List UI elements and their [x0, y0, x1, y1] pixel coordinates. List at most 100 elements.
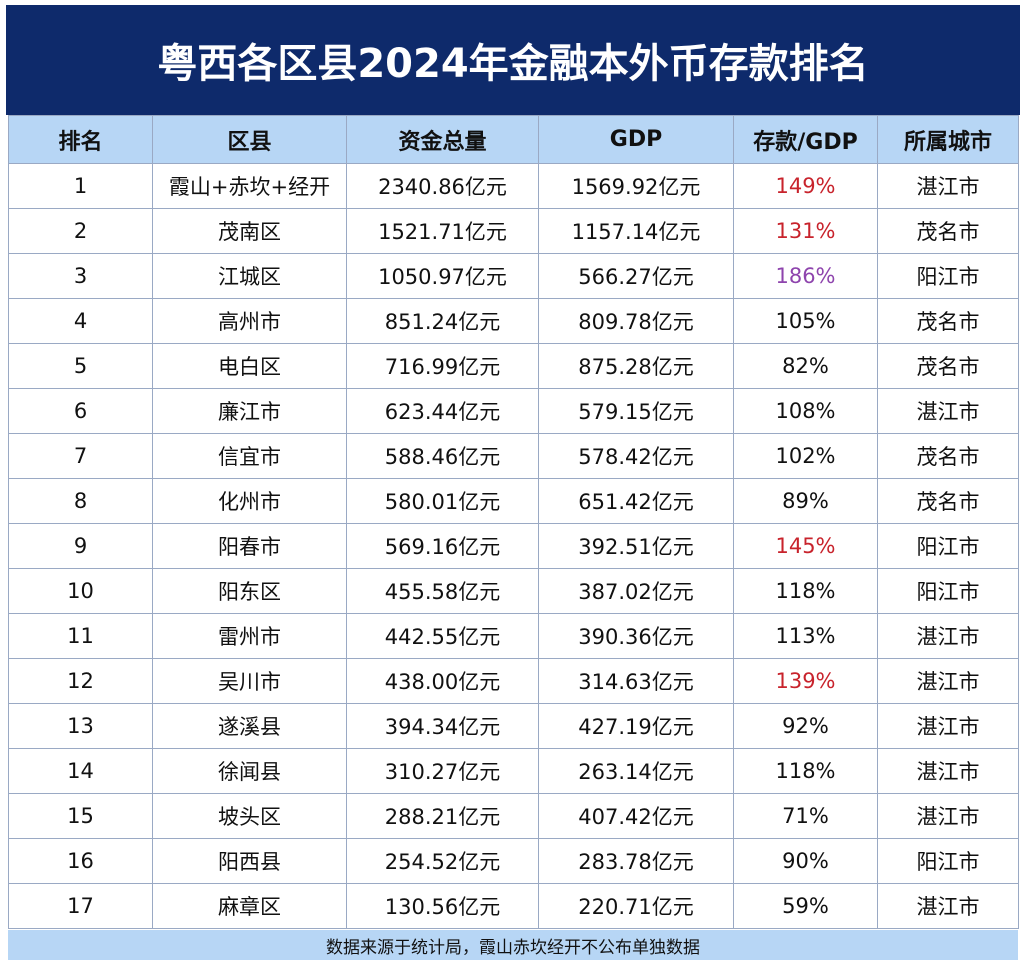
- table-cell: 90%: [733, 838, 878, 884]
- header-row: 排名 区县 资金总量 GDP 存款/GDP 所属城市: [8, 115, 1019, 164]
- table-row: 4 高州市 851.24亿元 809.78亿元 105% 茂名市: [8, 298, 1019, 344]
- table-cell: 7: [8, 433, 153, 479]
- table-cell: 394.34亿元: [346, 703, 539, 749]
- table-cell: 湛江市: [877, 703, 1019, 749]
- table-cell: 283.78亿元: [538, 838, 734, 884]
- table-cell: 390.36亿元: [538, 613, 734, 659]
- table-cell: 92%: [733, 703, 878, 749]
- table-cell: 电白区: [152, 343, 347, 389]
- table-row: 12 吴川市 438.00亿元 314.63亿元 139% 湛江市: [8, 658, 1019, 704]
- table-cell: 阳江市: [877, 568, 1019, 614]
- table-cell: 314.63亿元: [538, 658, 734, 704]
- table-row: 9 阳春市 569.16亿元 392.51亿元 145% 阳江市: [8, 523, 1019, 569]
- table-cell: 59%: [733, 883, 878, 929]
- table-row: 3 江城区 1050.97亿元 566.27亿元 186% 阳江市: [8, 253, 1019, 299]
- table-cell: 16: [8, 838, 153, 884]
- table-cell: 149%: [733, 163, 878, 209]
- table-cell: 387.02亿元: [538, 568, 734, 614]
- table-cell: 高州市: [152, 298, 347, 344]
- table-cell: 105%: [733, 298, 878, 344]
- table-row: 14 徐闻县 310.27亿元 263.14亿元 118% 湛江市: [8, 748, 1019, 794]
- table-cell: 113%: [733, 613, 878, 659]
- table-cell: 信宜市: [152, 433, 347, 479]
- table-cell: 麻章区: [152, 883, 347, 929]
- table-cell: 1521.71亿元: [346, 208, 539, 254]
- table-cell: 579.15亿元: [538, 388, 734, 434]
- table-cell: 霞山+赤坎+经开: [152, 163, 347, 209]
- table-cell: 254.52亿元: [346, 838, 539, 884]
- table-cell: 588.46亿元: [346, 433, 539, 479]
- table-cell: 392.51亿元: [538, 523, 734, 569]
- table-cell: 4: [8, 298, 153, 344]
- table-cell: 220.71亿元: [538, 883, 734, 929]
- table-cell: 1: [8, 163, 153, 209]
- table-cell: 11: [8, 613, 153, 659]
- table-cell: 455.58亿元: [346, 568, 539, 614]
- table-cell: 阳江市: [877, 523, 1019, 569]
- table-cell: 1157.14亿元: [538, 208, 734, 254]
- table-cell: 288.21亿元: [346, 793, 539, 839]
- table-cell: 遂溪县: [152, 703, 347, 749]
- table-cell: 阳西县: [152, 838, 347, 884]
- table-cell: 徐闻县: [152, 748, 347, 794]
- table-row: 5 电白区 716.99亿元 875.28亿元 82% 茂名市: [8, 343, 1019, 389]
- table-cell: 716.99亿元: [346, 343, 539, 389]
- table-cell: 82%: [733, 343, 878, 389]
- column-header: 资金总量: [346, 115, 539, 164]
- table-row: 1 霞山+赤坎+经开 2340.86亿元 1569.92亿元 149% 湛江市: [8, 163, 1019, 209]
- table-cell: 8: [8, 478, 153, 524]
- table-cell: 186%: [733, 253, 878, 299]
- table-cell: 湛江市: [877, 163, 1019, 209]
- table-cell: 9: [8, 523, 153, 569]
- table-cell: 茂南区: [152, 208, 347, 254]
- footnote: 数据来源于统计局，霞山赤坎经开不公布单独数据: [8, 930, 1018, 960]
- table-cell: 阳江市: [877, 253, 1019, 299]
- table-cell: 89%: [733, 478, 878, 524]
- table-cell: 118%: [733, 748, 878, 794]
- table-cell: 310.27亿元: [346, 748, 539, 794]
- table-cell: 17: [8, 883, 153, 929]
- table-cell: 江城区: [152, 253, 347, 299]
- table-cell: 阳江市: [877, 838, 1019, 884]
- table-cell: 14: [8, 748, 153, 794]
- table-cell: 化州市: [152, 478, 347, 524]
- table-cell: 6: [8, 388, 153, 434]
- table-cell: 263.14亿元: [538, 748, 734, 794]
- table-cell: 15: [8, 793, 153, 839]
- table-cell: 851.24亿元: [346, 298, 539, 344]
- table-cell: 651.42亿元: [538, 478, 734, 524]
- ranking-table: 排名 区县 资金总量 GDP 存款/GDP 所属城市 1 霞山+赤坎+经开 2340.86亿元…: [8, 115, 1019, 929]
- table-cell: 131%: [733, 208, 878, 254]
- column-header: 所属城市: [877, 115, 1019, 164]
- table-cell: 阳东区: [152, 568, 347, 614]
- table-cell: 108%: [733, 388, 878, 434]
- table-cell: 茂名市: [877, 478, 1019, 524]
- table-cell: 578.42亿元: [538, 433, 734, 479]
- table-row: 2 茂南区 1521.71亿元 1157.14亿元 131% 茂名市: [8, 208, 1019, 254]
- table-cell: 吴川市: [152, 658, 347, 704]
- column-header: 区县: [152, 115, 347, 164]
- table-row: 6 廉江市 623.44亿元 579.15亿元 108% 湛江市: [8, 388, 1019, 434]
- table-body: 1 霞山+赤坎+经开 2340.86亿元 1569.92亿元 149% 湛江市 2 茂南区 15…: [8, 163, 1019, 929]
- table-row: 16 阳西县 254.52亿元 283.78亿元 90% 阳江市: [8, 838, 1019, 884]
- table-cell: 阳春市: [152, 523, 347, 569]
- table-cell: 1050.97亿元: [346, 253, 539, 299]
- table-cell: 2: [8, 208, 153, 254]
- table-cell: 13: [8, 703, 153, 749]
- column-header: 排名: [8, 115, 153, 164]
- table-cell: 623.44亿元: [346, 388, 539, 434]
- table-cell: 10: [8, 568, 153, 614]
- table-cell: 130.56亿元: [346, 883, 539, 929]
- table-cell: 71%: [733, 793, 878, 839]
- table-cell: 湛江市: [877, 748, 1019, 794]
- table-cell: 145%: [733, 523, 878, 569]
- table-cell: 580.01亿元: [346, 478, 539, 524]
- table-row: 8 化州市 580.01亿元 651.42亿元 89% 茂名市: [8, 478, 1019, 524]
- table-cell: 3: [8, 253, 153, 299]
- table-row: 17 麻章区 130.56亿元 220.71亿元 59% 湛江市: [8, 883, 1019, 929]
- table-cell: 809.78亿元: [538, 298, 734, 344]
- table-cell: 12: [8, 658, 153, 704]
- title: 粤西各区县2024年金融本外币存款排名: [6, 5, 1020, 115]
- table-cell: 102%: [733, 433, 878, 479]
